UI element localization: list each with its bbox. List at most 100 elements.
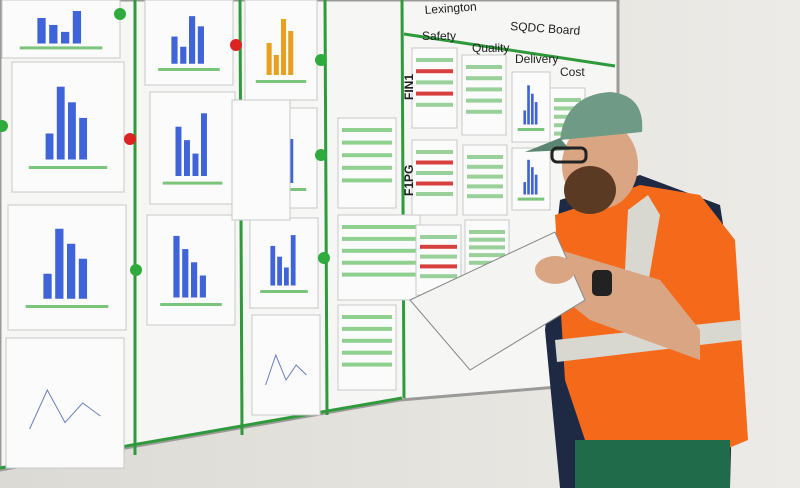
paper-bar	[273, 55, 279, 75]
grid-line	[403, 32, 616, 68]
cap	[560, 92, 643, 140]
paper-row	[469, 237, 505, 242]
paper-bar	[288, 139, 294, 183]
paper	[337, 304, 397, 391]
paper-row	[469, 260, 505, 265]
paper	[231, 99, 291, 221]
paper-bar	[67, 243, 76, 299]
paper-row	[342, 225, 416, 229]
paper-bar	[284, 267, 289, 286]
paper-row	[554, 106, 581, 111]
watch	[592, 270, 612, 296]
hand	[535, 256, 575, 284]
paper-bar	[523, 182, 527, 195]
magnet	[124, 133, 136, 145]
paper-row	[342, 326, 392, 331]
paper-strip	[28, 166, 108, 169]
paper-row	[469, 253, 505, 258]
paper-bar	[534, 174, 538, 195]
paper-row	[420, 274, 457, 279]
paper-line	[265, 353, 307, 386]
paper-bar	[43, 273, 52, 299]
paper-bar	[199, 275, 206, 298]
paper-row	[416, 58, 453, 62]
paper-row	[342, 153, 392, 158]
paper-row	[342, 260, 416, 265]
paper	[251, 314, 321, 416]
paper-bar	[79, 117, 88, 160]
paper-bar	[184, 140, 190, 176]
paper-strip	[25, 305, 109, 308]
paper-bar	[55, 228, 64, 299]
paper-row	[466, 98, 502, 103]
paper-bar	[277, 256, 282, 286]
paper-row	[420, 254, 457, 259]
paper-row	[466, 87, 502, 92]
board-decor	[0, 0, 616, 470]
paper-row	[416, 69, 453, 74]
paper-bar	[270, 245, 276, 286]
paper-row	[466, 76, 502, 81]
paper-row	[467, 194, 503, 199]
paper-row	[420, 235, 457, 239]
paper-bar	[534, 102, 538, 125]
magnet	[0, 120, 8, 132]
glasses	[550, 146, 588, 164]
paper-row	[416, 80, 453, 85]
paper-row	[554, 98, 581, 102]
paper-row	[467, 164, 503, 169]
column-label: Quality	[472, 41, 509, 55]
paper-row	[342, 248, 416, 253]
paper-bar	[49, 24, 58, 44]
paper	[149, 91, 236, 205]
paper-row	[416, 150, 453, 154]
paper-row	[469, 230, 505, 234]
paper-bar	[171, 36, 178, 64]
paper-row	[466, 109, 502, 114]
paper-row	[342, 315, 392, 319]
paper-bar	[78, 258, 88, 299]
paper-strip	[158, 68, 220, 71]
paper-row	[342, 128, 392, 132]
paper-row	[416, 171, 453, 175]
paper-bar	[290, 235, 296, 286]
paper-bar	[266, 43, 272, 75]
paper-bar	[37, 17, 46, 44]
paper-bar	[197, 26, 204, 64]
paper-strip	[517, 128, 545, 131]
paper-bar	[175, 126, 182, 176]
row-label: F1PG	[402, 165, 416, 196]
paper-row	[466, 65, 502, 69]
paper-row	[342, 140, 392, 145]
person	[409, 92, 748, 488]
beard	[564, 166, 616, 214]
paper-strip	[160, 303, 222, 306]
paper-row	[467, 184, 503, 189]
paper	[5, 337, 125, 469]
paper-bar	[173, 235, 180, 298]
paper-bar	[527, 85, 530, 125]
shirt-hem	[575, 440, 730, 488]
column-label: Delivery	[515, 52, 558, 66]
paper-strip	[19, 46, 103, 50]
board-title: SQDC Board	[510, 19, 581, 38]
magnet	[114, 8, 126, 20]
paper-row	[416, 102, 453, 107]
paper-row	[342, 272, 416, 277]
magnet	[230, 39, 242, 51]
paper-row	[420, 244, 457, 249]
magnet	[315, 149, 327, 161]
column-label: Safety	[422, 29, 456, 43]
paper-bar	[288, 31, 294, 75]
paper-bar	[531, 167, 534, 195]
paper-bar	[191, 262, 198, 298]
paper-bar	[201, 113, 207, 176]
paper-bar	[192, 153, 199, 176]
paper-bar	[61, 31, 70, 44]
paper-row	[416, 160, 453, 165]
paper-strip	[255, 80, 307, 83]
paper-row	[467, 174, 503, 179]
paper-row	[342, 178, 392, 183]
paper-bar	[189, 16, 196, 64]
